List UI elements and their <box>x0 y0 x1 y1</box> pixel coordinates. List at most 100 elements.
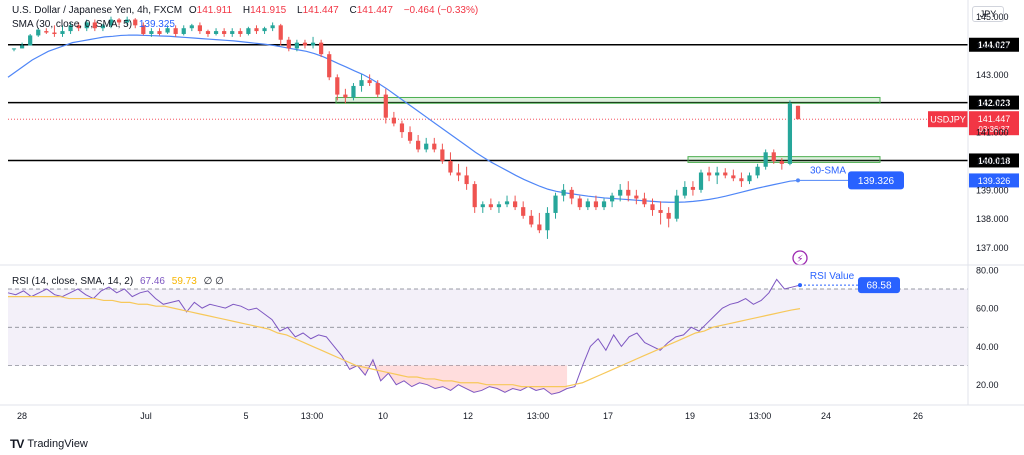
candle-body <box>488 204 493 208</box>
candle-body <box>513 201 518 208</box>
price-tick-label: 145.000 <box>976 12 1009 22</box>
rsi-legend[interactable]: RSI (14, close, SMA, 14, 2) 67.46 59.73 … <box>12 276 228 288</box>
rsi-tick-label: 20.00 <box>976 380 999 390</box>
candle-body <box>424 143 429 150</box>
candle-body <box>674 195 679 219</box>
sma-axis-value: 139.326 <box>978 176 1011 186</box>
candle-body <box>504 201 510 205</box>
candle-body <box>529 215 534 225</box>
candle-body <box>19 45 25 49</box>
candle-body <box>213 31 219 34</box>
price-tick-label: 142.000 <box>976 99 1009 109</box>
sma-legend[interactable]: SMA (30, close, 0, SMA, 5) 139.325 <box>12 19 179 31</box>
brand[interactable]: TV TradingView <box>10 437 88 451</box>
ohlc-low: L141.447 <box>297 5 339 16</box>
sma-axis-tag <box>969 173 1019 188</box>
candle-body <box>246 28 251 34</box>
candle-body <box>706 172 712 176</box>
candle-body <box>173 28 178 34</box>
candle-body <box>666 212 671 219</box>
candle-body <box>335 77 340 95</box>
candle-body <box>28 35 33 46</box>
candle-body <box>739 178 744 182</box>
rsi-legend-extra: ∅ ∅ <box>203 276 224 287</box>
candle-body <box>747 175 752 182</box>
candle-body <box>521 207 526 216</box>
candle-body <box>407 132 413 141</box>
price-tick-label: 141.000 <box>976 128 1009 138</box>
candle-body <box>359 80 364 86</box>
candle-body <box>755 166 760 176</box>
candle-body <box>496 204 502 208</box>
time-tick-label: 13:00 <box>749 411 772 421</box>
candle-body <box>11 48 17 50</box>
level-price-label: 142.023 <box>978 98 1011 108</box>
time-tick-label: 12 <box>463 411 473 421</box>
rsi-tick-label: 40.00 <box>976 342 999 352</box>
candle-body <box>610 195 615 202</box>
axes: 137.000 138.000 139.000 140.000 141.000 142.0… <box>0 0 1024 421</box>
candle-body <box>205 31 211 34</box>
candle-body <box>399 123 405 133</box>
candle-body <box>634 195 639 199</box>
level-price-tag <box>969 95 1019 110</box>
candle-body <box>432 143 437 150</box>
candle-body <box>302 42 308 46</box>
candle-body <box>690 186 696 190</box>
candle-body <box>779 160 784 164</box>
time-tick-label: 5 <box>243 411 248 421</box>
price-tick-label: 138.000 <box>976 214 1009 224</box>
rsi-pane[interactable]: RSI Value 68.58 <box>7 271 968 395</box>
candle-body <box>553 195 558 213</box>
rsi-annotation-text: RSI Value <box>810 271 855 282</box>
candle-body <box>367 80 372 84</box>
candle-body <box>682 186 687 196</box>
rsi-value-text: 68.58 <box>866 281 891 292</box>
candle-body <box>44 31 49 33</box>
price-tick-label: 137.000 <box>976 243 1009 253</box>
currency-button[interactable]: JPY <box>972 6 1004 22</box>
candle-body <box>36 29 41 36</box>
candle-body <box>319 42 324 55</box>
candle-body <box>787 103 793 164</box>
candle-body <box>658 210 663 213</box>
candle-body <box>76 25 81 29</box>
ohlc-high: H141.915 <box>242 5 287 16</box>
time-tick-label: Jul <box>140 411 152 421</box>
candle-body <box>149 31 154 34</box>
candle-body <box>181 28 186 34</box>
symbol-header: U.S. Dollar / Japanese Yen, 4h, FXCM O14… <box>12 5 482 17</box>
candle-body <box>440 149 445 161</box>
candle-body <box>618 189 623 196</box>
candle-body <box>125 19 130 23</box>
sma-annotation-text: 30-SMA <box>810 165 846 176</box>
sma-value-badge <box>848 171 904 190</box>
candle-body <box>278 25 283 40</box>
time-tick-label: 13:00 <box>301 411 324 421</box>
candle-body <box>141 25 146 34</box>
candle-body <box>68 25 73 32</box>
rsi-oversold-fill <box>349 359 568 395</box>
candle-body <box>723 172 728 176</box>
candle-body <box>84 22 89 29</box>
candle-body <box>165 28 170 33</box>
candle-body <box>270 25 275 29</box>
candle-body <box>108 19 114 26</box>
time-tick-label: 10 <box>378 411 388 421</box>
rsi-line <box>7 278 801 395</box>
candle-body <box>133 19 138 26</box>
candle-body <box>601 201 607 208</box>
ohlc-close: C141.447 <box>349 5 393 16</box>
price-pane[interactable]: 144.027 142.023 140.018 139.326 30-SMA USDJPY… <box>7 16 1019 266</box>
price-tick-label: 139.000 <box>976 185 1009 195</box>
candle-body <box>545 212 550 231</box>
time-tick-label: 19 <box>685 411 695 421</box>
candle-body <box>698 172 704 190</box>
candle-body <box>585 201 590 208</box>
symbol-tag-text: USDJPY <box>930 115 966 125</box>
price-tick-label: 144.000 <box>976 41 1009 51</box>
candle-body <box>60 31 65 34</box>
rsi-tick-label: 80.00 <box>976 265 999 275</box>
candle-body <box>537 224 542 231</box>
